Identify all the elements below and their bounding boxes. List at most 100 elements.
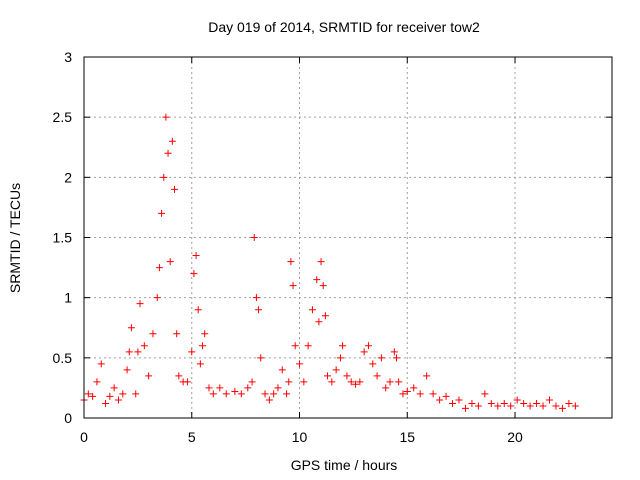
data-point bbox=[119, 390, 127, 398]
data-point bbox=[291, 342, 299, 350]
data-point bbox=[114, 396, 122, 404]
data-point bbox=[132, 390, 140, 398]
data-point bbox=[332, 366, 340, 374]
data-point bbox=[199, 342, 207, 350]
data-point bbox=[270, 390, 278, 398]
data-point bbox=[313, 276, 321, 284]
y-tick-labels: 0 0.5 1 1.5 2 2.5 3 bbox=[53, 49, 73, 426]
data-point bbox=[304, 342, 312, 350]
data-point bbox=[89, 392, 97, 400]
data-point bbox=[410, 384, 418, 392]
data-point bbox=[455, 396, 463, 404]
data-point bbox=[257, 354, 265, 362]
data-point bbox=[158, 209, 166, 217]
data-point bbox=[520, 400, 528, 408]
data-point bbox=[188, 348, 196, 356]
data-point bbox=[377, 354, 385, 362]
data-point bbox=[265, 396, 273, 404]
data-point bbox=[369, 360, 377, 368]
data-point bbox=[149, 330, 157, 338]
data-point bbox=[285, 378, 293, 386]
data-point bbox=[160, 173, 168, 181]
data-point bbox=[429, 390, 437, 398]
data-point bbox=[386, 378, 394, 386]
data-point bbox=[347, 378, 355, 386]
data-point bbox=[565, 400, 573, 408]
data-point bbox=[392, 354, 400, 362]
data-point bbox=[558, 404, 566, 412]
data-point bbox=[84, 390, 92, 398]
data-point bbox=[513, 396, 521, 404]
data-point bbox=[494, 402, 502, 410]
y-tick-label: 1.5 bbox=[53, 230, 73, 246]
data-point bbox=[319, 282, 327, 290]
data-point bbox=[287, 258, 295, 266]
data-point bbox=[461, 404, 469, 412]
x-tick-label: 15 bbox=[399, 429, 415, 445]
data-point bbox=[436, 396, 444, 404]
data-point bbox=[201, 330, 209, 338]
data-point bbox=[289, 282, 297, 290]
x-tick-labels: 0 5 10 15 20 bbox=[80, 429, 523, 445]
data-point bbox=[153, 294, 161, 302]
data-point bbox=[190, 270, 198, 278]
x-tick-label: 0 bbox=[80, 429, 88, 445]
data-point bbox=[110, 384, 118, 392]
data-point bbox=[423, 372, 431, 380]
data-point bbox=[194, 306, 202, 314]
data-point bbox=[339, 342, 347, 350]
data-point bbox=[205, 384, 213, 392]
y-axis-title: SRMTID / TECUs bbox=[7, 183, 23, 293]
data-point bbox=[145, 372, 153, 380]
data-point bbox=[539, 402, 547, 410]
data-point bbox=[500, 400, 508, 408]
data-point bbox=[308, 306, 316, 314]
data-point bbox=[134, 348, 142, 356]
data-point bbox=[403, 388, 411, 396]
data-point bbox=[321, 312, 329, 320]
data-point bbox=[352, 380, 360, 388]
data-point bbox=[343, 372, 351, 380]
data-point bbox=[222, 390, 230, 398]
grid-lines bbox=[84, 57, 612, 418]
data-point bbox=[173, 330, 181, 338]
data-point bbox=[274, 384, 282, 392]
data-point bbox=[93, 378, 101, 386]
data-point bbox=[196, 360, 204, 368]
data-point bbox=[106, 392, 114, 400]
axis-ticks bbox=[83, 56, 612, 419]
data-point bbox=[155, 264, 163, 272]
data-point bbox=[102, 400, 110, 408]
data-point bbox=[449, 400, 457, 408]
plot-frame bbox=[83, 56, 613, 419]
data-point bbox=[250, 234, 258, 241]
data-point bbox=[255, 306, 263, 314]
data-point bbox=[231, 388, 239, 396]
data-point bbox=[183, 378, 191, 386]
data-point bbox=[324, 372, 332, 380]
data-point bbox=[244, 384, 252, 392]
data-point bbox=[468, 400, 476, 408]
data-points bbox=[80, 113, 579, 412]
data-point bbox=[216, 384, 224, 392]
data-point bbox=[209, 390, 217, 398]
data-point bbox=[416, 390, 424, 398]
x-tick-label: 10 bbox=[292, 429, 308, 445]
x-axis-title: GPS time / hours bbox=[291, 457, 398, 473]
data-point bbox=[127, 324, 135, 332]
data-point bbox=[300, 378, 308, 386]
y-tick-label: 2.5 bbox=[53, 109, 73, 125]
y-tick-label: 1 bbox=[64, 290, 72, 306]
data-point bbox=[507, 402, 515, 410]
data-point bbox=[140, 342, 148, 350]
data-point bbox=[192, 252, 200, 260]
data-point bbox=[317, 258, 325, 266]
data-point bbox=[390, 348, 398, 356]
data-point bbox=[399, 390, 407, 398]
data-point bbox=[171, 185, 179, 193]
data-point bbox=[526, 402, 534, 410]
data-point bbox=[474, 402, 482, 410]
data-point bbox=[442, 392, 450, 400]
data-point bbox=[356, 378, 364, 386]
